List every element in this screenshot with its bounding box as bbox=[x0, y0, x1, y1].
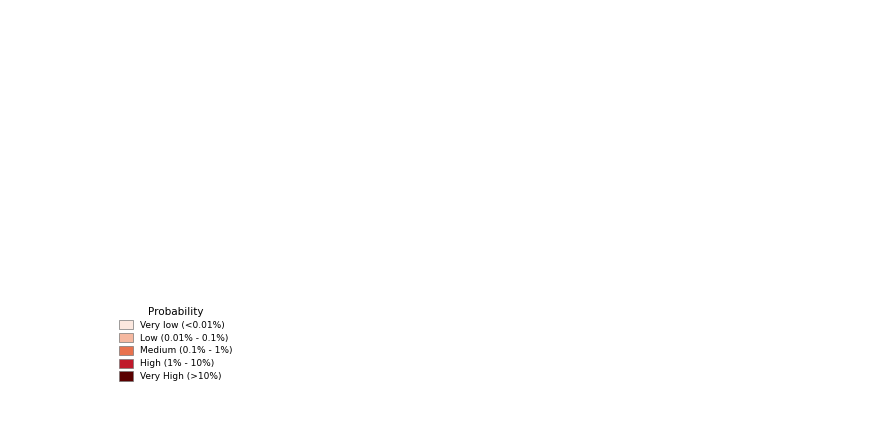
Legend: Very low (<0.01%), Low (0.01% - 0.1%), Medium (0.1% - 1%), High (1% - 10%), Very: Very low (<0.01%), Low (0.01% - 0.1%), M… bbox=[116, 304, 235, 384]
